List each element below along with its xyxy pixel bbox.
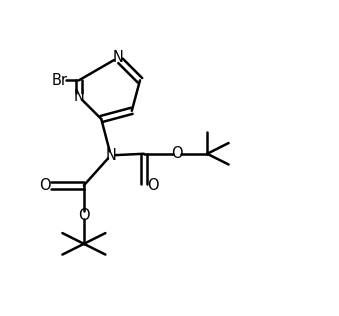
Text: N: N — [112, 51, 123, 65]
Text: Br: Br — [51, 73, 67, 88]
Text: O: O — [39, 178, 51, 193]
Text: O: O — [78, 208, 90, 223]
Text: O: O — [171, 146, 183, 161]
Text: N: N — [105, 148, 116, 163]
Text: O: O — [147, 178, 159, 193]
Text: N: N — [74, 89, 84, 104]
